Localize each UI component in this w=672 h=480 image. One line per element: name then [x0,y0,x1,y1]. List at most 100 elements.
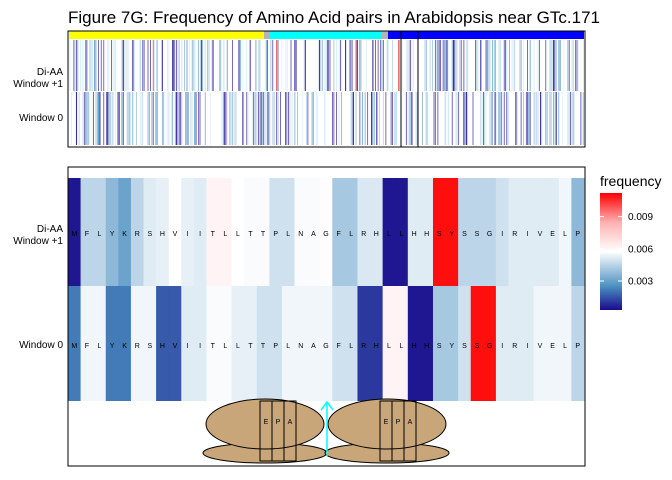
detail-frame [67,166,586,467]
amino-acid-label: R [512,343,517,350]
heatmap-cell [219,178,233,286]
amino-acid-label: R [135,343,140,350]
amino-acid-label: L [563,231,567,238]
overview-label-window0: Window 0 [19,113,63,124]
heatmap-cell [206,178,220,286]
amino-acid-label: S [147,231,152,238]
heatmap-cell [168,178,182,286]
heatmap-cell [156,286,170,401]
amino-acid-label: T [261,343,266,350]
region-segment [382,31,388,39]
amino-acid-label: S [475,231,480,238]
heatmap-cell [420,178,434,286]
heatmap-cell [181,178,195,286]
heatmap-cell [80,286,94,401]
amino-acid-label: M [71,343,77,350]
amino-acid-label: V [538,231,543,238]
amino-acid-label: L [236,231,240,238]
amino-acid-label: H [412,343,417,350]
amino-acid-label: H [412,231,417,238]
zoom-window-marker [400,30,419,148]
amino-acid-label: E [550,231,555,238]
amino-acid-label: I [187,343,189,350]
amino-acid-label: H [374,343,379,350]
overview-panel: Di-AA Window +1 Window 0 [13,30,586,148]
heatmap-cell [370,286,384,401]
amino-acid-label: M [71,231,77,238]
amino-acid-label: L [286,343,290,350]
heatmap-cell [521,286,535,401]
ribosome-site-box [403,400,417,462]
region-segment [270,31,382,39]
heatmap-cell [231,178,245,286]
ribosome-site-label: A [288,419,293,426]
amino-acid-label: I [526,343,528,350]
heatmap-cell [281,178,295,286]
heatmap-cell [256,178,270,286]
amino-acid-label: V [538,343,543,350]
amino-acid-label: P [575,231,580,238]
chart-title: Figure 7G: Frequency of Amino Acid pairs… [68,8,600,27]
amino-acid-label: I [199,343,201,350]
heatmap-cell [407,286,421,401]
region-segment [388,31,584,39]
heatmap-cell [105,286,119,401]
amino-acid-label: L [400,231,404,238]
heatmap-cell [143,286,157,401]
amino-acid-label: G [487,343,492,350]
heatmap-cell [395,286,409,401]
amino-acid-label: R [512,231,517,238]
amino-acid-label: F [85,231,89,238]
overview-ticks [69,40,585,145]
amino-acid-label: S [462,343,467,350]
heatmap-cell [181,286,195,401]
overview-frame [67,30,586,148]
overview-label-plus1-line1: Di-AA [37,67,63,78]
amino-acid-label: L [98,343,102,350]
heatmap-cell [357,286,371,401]
amino-acid-label: L [286,231,290,238]
heatmap-cell [130,178,144,286]
heatmap-cell [118,286,132,401]
amino-acid-label: G [323,231,328,238]
amino-acid-label: H [374,231,379,238]
ribosome-site-box [283,400,297,462]
amino-acid-label: S [462,231,467,238]
heatmap-cell [231,286,245,401]
detail-label-plus1-line1: Di-AA [37,224,63,235]
heatmap-cell [382,178,396,286]
heatmap-cell [458,286,472,401]
heatmap-cell [370,178,384,286]
amino-acid-label: L [223,231,227,238]
heatmap-cell [344,178,358,286]
heatmap-cell [344,286,358,401]
heatmap-cell [483,286,497,401]
amino-acid-label: F [336,343,340,350]
amino-acid-label: L [387,231,391,238]
amino-acid-label: H [424,231,429,238]
heatmap-cell [68,178,81,286]
heatmap-cell [193,286,207,401]
heatmap-cell [294,178,308,286]
heatmap-cell [521,178,535,286]
heatmap-cell [445,286,459,401]
heatmap-cell [558,286,572,401]
amino-acid-label: L [387,343,391,350]
amino-acid-label: I [501,343,503,350]
amino-acid-label: V [173,343,178,350]
detail-label-plus1-line2: Window +1 [13,236,63,247]
amino-acid-label: T [248,343,253,350]
heatmap-cell [445,178,459,286]
heatmap-cell [483,178,497,286]
ribosome-site-label: P [276,419,281,426]
heatmap-cell [458,178,472,286]
amino-acid-label: I [526,231,528,238]
heatmap-cell [432,286,446,401]
heatmap-cell [571,286,585,401]
ribosome-large-subunit-left [205,398,325,450]
amino-acid-label: Y [450,231,455,238]
heatmap-cell [558,178,572,286]
